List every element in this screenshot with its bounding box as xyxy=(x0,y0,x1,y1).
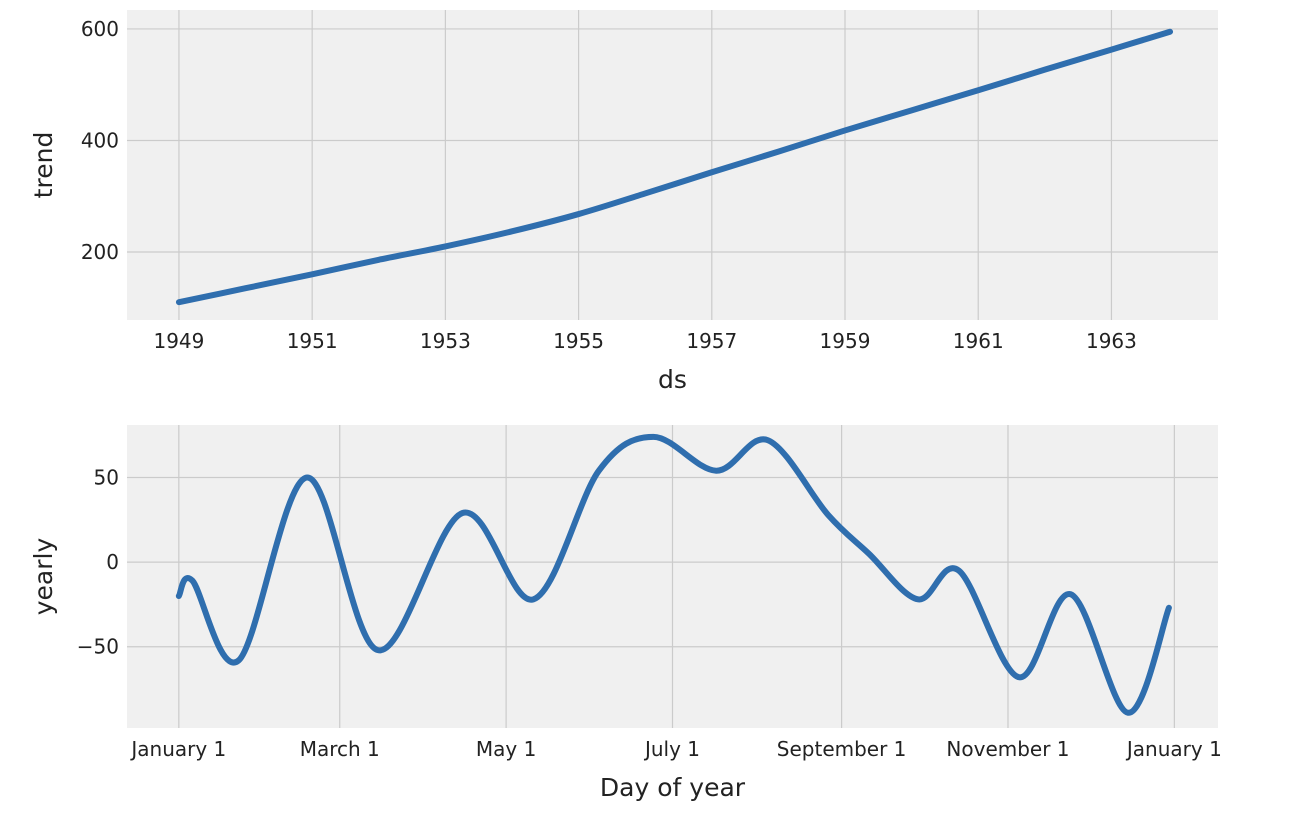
x-tick-label: 1953 xyxy=(420,329,471,353)
x-tick-label: November 1 xyxy=(946,737,1069,761)
x-axis-label: Day of year xyxy=(600,773,746,802)
x-tick-label: 1957 xyxy=(686,329,737,353)
x-tick-label: 1955 xyxy=(553,329,604,353)
y-tick-label: 0 xyxy=(106,550,119,574)
y-axis-label: yearly xyxy=(29,538,58,616)
trend-line xyxy=(175,28,1174,306)
x-tick-label: May 1 xyxy=(476,737,536,761)
x-tick-label: 1949 xyxy=(153,329,204,353)
x-tick-label: January 1 xyxy=(1125,737,1222,761)
x-tick-label: July 1 xyxy=(643,737,700,761)
y-tick-label: 400 xyxy=(81,128,119,152)
plot-area xyxy=(127,10,1218,320)
y-tick-label: 600 xyxy=(81,17,119,41)
x-tick-label: 1959 xyxy=(820,329,871,353)
x-tick-label: 1961 xyxy=(953,329,1004,353)
x-tick-label: March 1 xyxy=(300,737,380,761)
x-tick-label: January 1 xyxy=(129,737,226,761)
y-tick-label: −50 xyxy=(77,635,119,659)
x-tick-label: September 1 xyxy=(777,737,907,761)
trend-line xyxy=(175,433,1172,716)
x-tick-label: 1963 xyxy=(1086,329,1137,353)
x-axis-label: ds xyxy=(658,365,687,394)
x-tick-label: 1951 xyxy=(287,329,338,353)
y-axis-label: trend xyxy=(29,132,58,199)
y-tick-label: 50 xyxy=(94,465,119,489)
y-tick-label: 200 xyxy=(81,240,119,264)
